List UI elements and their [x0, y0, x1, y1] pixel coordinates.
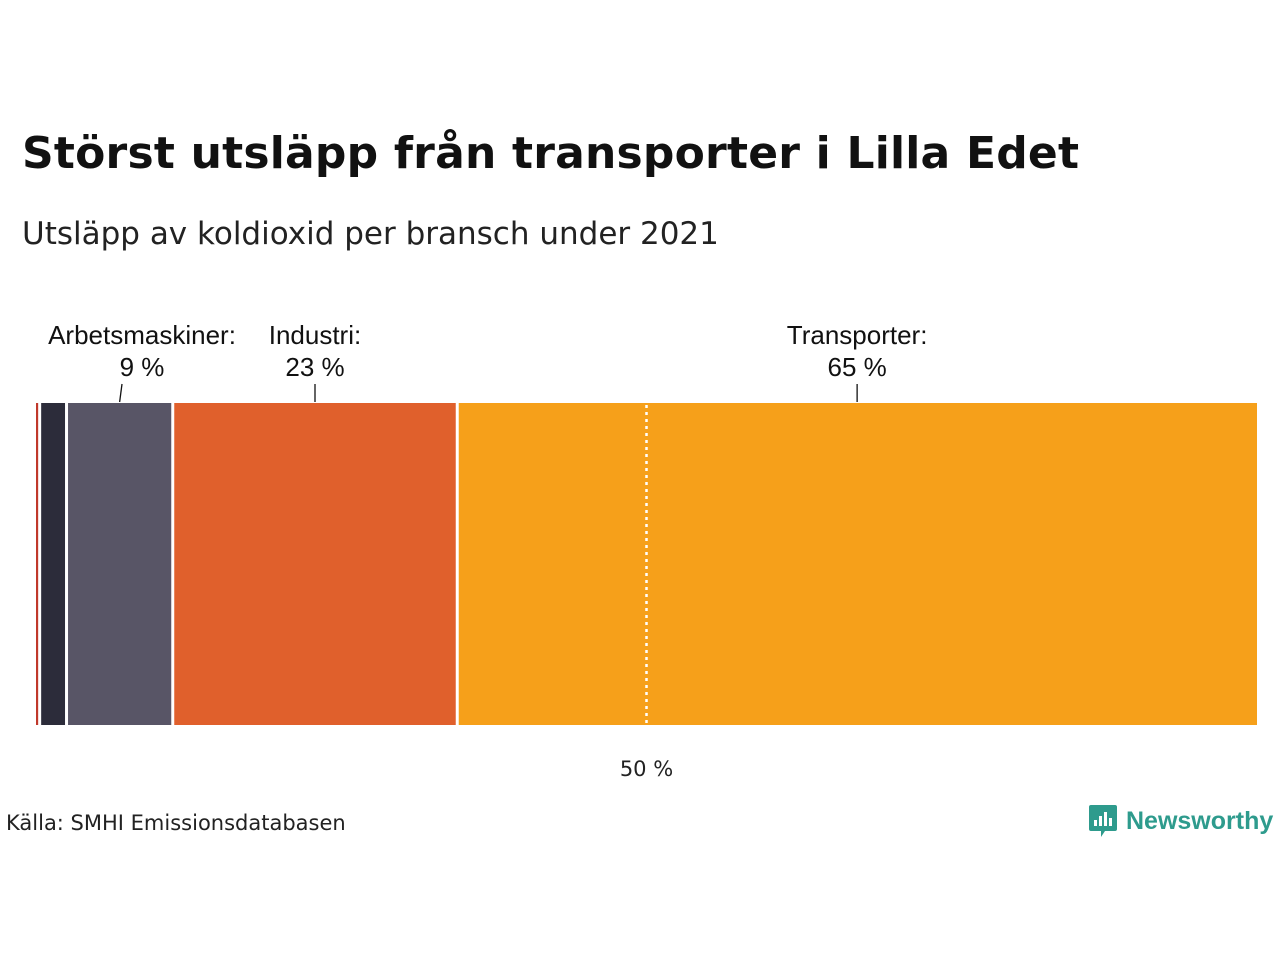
segment-labels: Arbetsmaskiner:9 % Industri:23 % Transport…: [48, 320, 928, 403]
segment-value-label-4: 65 %: [827, 352, 886, 382]
brand-name: Newsworthy: [1126, 806, 1274, 835]
reference-line-group: 50 %: [620, 405, 673, 781]
bar-segment-1: [39, 403, 67, 725]
bar-segment-2: [66, 403, 173, 725]
segment-value-label-2: 9 %: [120, 352, 165, 382]
segment-label-3: Industri:: [269, 320, 362, 350]
bar-segments: [36, 403, 1257, 725]
newsworthy-logo-icon: [1089, 805, 1117, 837]
source-note: Källa: SMHI Emissionsdatabasen: [6, 811, 346, 835]
chart-title: Störst utsläpp från transporter i Lilla …: [22, 128, 1080, 179]
segment-value-label-3: 23 %: [285, 352, 344, 382]
bar-segment-0: [36, 403, 40, 725]
chart-subtitle: Utsläpp av koldioxid per bransch under 2…: [22, 216, 719, 252]
bar-segment-4: [457, 403, 1257, 725]
stacked-bar-chart: 50 % Arbetsmaskiner:9 % Industri:23 % Tran…: [36, 320, 1257, 781]
brand-logo[interactable]: Newsworthy: [1088, 803, 1273, 839]
segment-label-4: Transporter:: [787, 320, 928, 350]
segment-label-2: Arbetsmaskiner:: [48, 320, 236, 350]
leader-line-2: [118, 383, 123, 403]
bar-segment-3: [172, 403, 458, 725]
reference-line-label: 50 %: [620, 757, 673, 781]
